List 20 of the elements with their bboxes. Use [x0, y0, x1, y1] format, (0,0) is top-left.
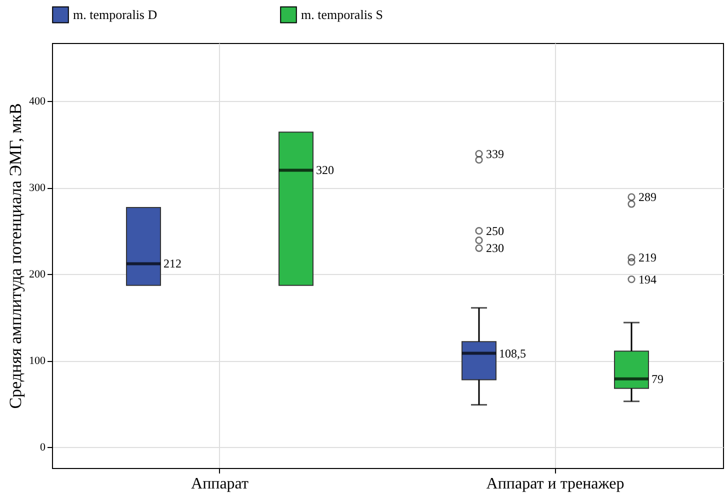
annotation: 108,5 — [499, 346, 526, 360]
x-tick-label: Аппарат — [191, 476, 248, 492]
y-tick-label: 0 — [40, 442, 46, 454]
y-tick-label: 100 — [29, 355, 46, 368]
annotation: 219 — [638, 250, 656, 265]
annotation: 79 — [652, 372, 664, 386]
annotation: 230 — [486, 241, 504, 256]
annotation: 194 — [638, 272, 656, 286]
annotation: 320 — [316, 163, 334, 178]
y-tick-label: 200 — [29, 268, 46, 281]
legend-label: m. temporalis S — [301, 6, 383, 22]
y-tick-label: 400 — [29, 95, 46, 108]
y-axis-title: Средняя амплитуда потенциала ЭМГ, мкВ — [6, 103, 25, 409]
annotation: 339 — [486, 146, 504, 161]
y-tick-label: 300 — [29, 182, 46, 194]
annotation: 212 — [164, 256, 182, 271]
legend-label: m. temporalis D — [73, 6, 158, 22]
x-tick-label: Аппарат и тренажер — [486, 476, 624, 492]
annotation: 250 — [486, 224, 504, 238]
annotation: 289 — [638, 190, 656, 204]
